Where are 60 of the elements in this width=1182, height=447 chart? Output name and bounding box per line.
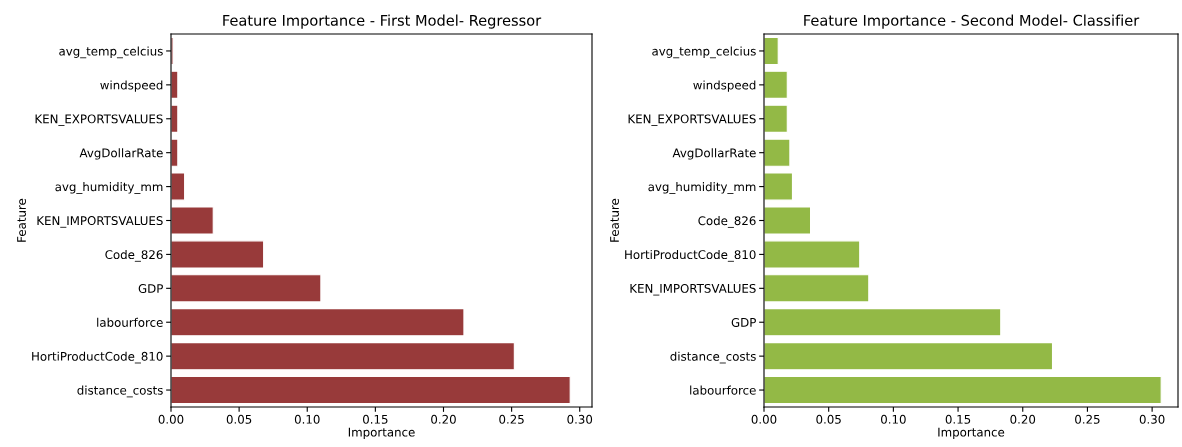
bar <box>171 274 322 303</box>
x-tick-label: 0.15 <box>945 414 971 424</box>
x-tick-label: 0.05 <box>226 414 252 424</box>
y-tick-label: avg_humidity_mm <box>648 182 756 194</box>
y-tick-label: distance_costs <box>77 385 163 398</box>
y-tick-label: labourforce <box>690 385 756 395</box>
x-tick-label: 0.05 <box>816 414 841 424</box>
bar <box>764 342 1054 371</box>
y-tick-label: Code_826 <box>105 249 163 262</box>
bar <box>764 138 791 167</box>
bar <box>764 308 1002 337</box>
y-tick-label: KEN_IMPORTSVALUES <box>630 283 756 296</box>
y-tick-label: GDP <box>138 284 163 293</box>
bar <box>171 342 515 371</box>
bar <box>764 274 870 303</box>
y-tick-label: distance_costs <box>670 351 756 364</box>
x-tick-label: 0.10 <box>881 414 906 424</box>
x-tick-label: 0.20 <box>431 414 456 424</box>
bar <box>171 206 214 235</box>
y-tick-label: windspeed <box>693 80 756 92</box>
chart-title: Feature Importance - Second Model- Classifier <box>804 14 1140 29</box>
x-tick-label: 0.25 <box>1075 414 1100 424</box>
x-tick-label: 0.25 <box>499 414 524 424</box>
bar <box>764 104 788 133</box>
y-tick-label: KEN_EXPORTSVALUES <box>628 114 756 126</box>
y-tick-label: HortiProductCode_810 <box>32 351 163 364</box>
x-tick-label: 0.30 <box>567 414 593 424</box>
y-tick-label: KEN_IMPORTSVALUES <box>37 216 163 228</box>
x-tick-label: 0.00 <box>751 414 777 424</box>
y-tick-label: avg_humidity_mm <box>55 182 163 194</box>
bar <box>171 375 571 405</box>
y-tick-label: KEN_EXPORTSVALUES <box>35 114 163 126</box>
bar <box>764 375 1162 405</box>
x-tick-label: 0.10 <box>294 414 320 424</box>
bar <box>171 240 265 269</box>
y-tick-label: AvgDollarRate <box>672 148 756 160</box>
chart-title: Feature Importance - First Model- Regressor <box>223 14 542 29</box>
y-tick-label: windspeed <box>100 80 163 92</box>
x-tick-label: 0.20 <box>1010 414 1036 424</box>
y-tick-label: AvgDollarRate <box>79 148 163 160</box>
y-axis-title: Feature <box>17 198 26 242</box>
y-tick-label: GDP <box>731 317 756 327</box>
y-tick-label: avg_temp_celcius <box>652 46 756 59</box>
y-tick-label: avg_temp_celcius <box>59 46 163 59</box>
y-tick-label: labourforce <box>97 317 163 327</box>
x-axis-title: Importance <box>348 427 415 439</box>
x-tick-label: 0.30 <box>1139 414 1165 424</box>
bar <box>171 172 186 201</box>
bar <box>764 240 861 269</box>
y-tick-label: Code_826 <box>698 216 756 228</box>
bar <box>764 36 779 66</box>
x-axis-title: Importance <box>938 427 1005 439</box>
bar <box>171 308 465 337</box>
x-tick-label: 0.00 <box>158 414 184 424</box>
y-tick-label: HortiProductCode_810 <box>625 249 756 262</box>
bar <box>764 70 788 99</box>
y-axis-title: Feature <box>610 198 619 242</box>
bar <box>764 172 794 201</box>
x-tick-label: 0.15 <box>363 414 388 424</box>
bar <box>764 206 812 235</box>
